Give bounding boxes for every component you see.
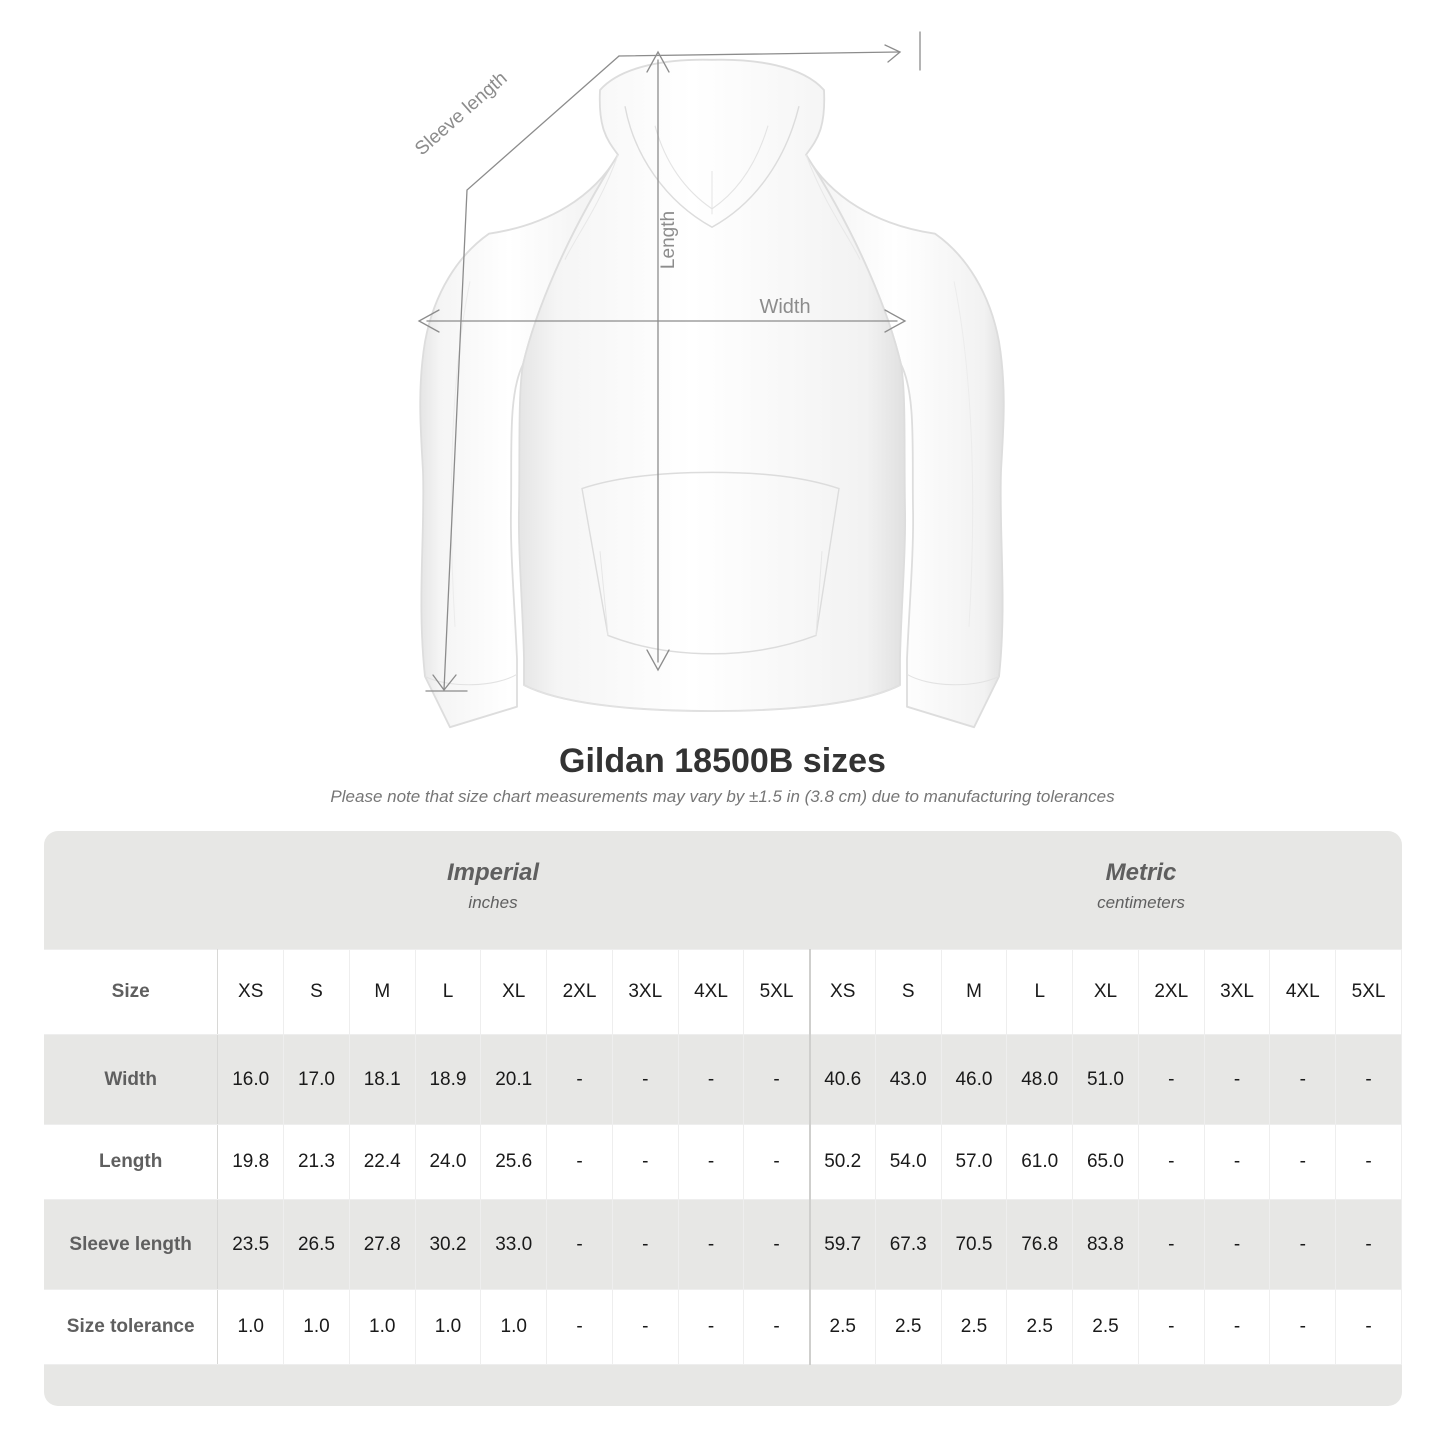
svg-text:Length: Length [658,211,679,269]
svg-text:Width: Width [759,296,810,318]
svg-text:Sleeve length: Sleeve length [411,68,511,160]
